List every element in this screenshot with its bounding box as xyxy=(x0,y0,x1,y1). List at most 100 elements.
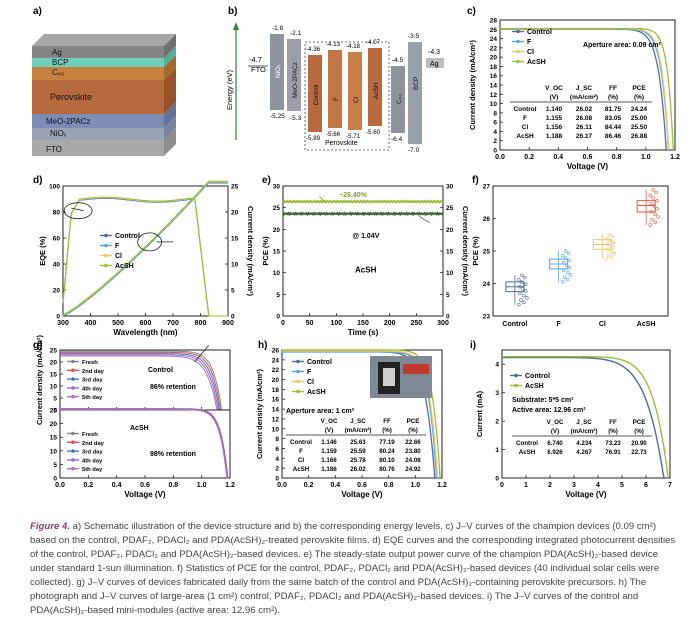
bcp-top: -3.5 xyxy=(408,33,420,40)
data-point xyxy=(609,249,614,254)
y2-tick-label: 10 xyxy=(231,262,239,269)
legend-entry: AcSH xyxy=(307,389,326,396)
table-unit: (%) xyxy=(408,427,418,434)
y-axis-label: PCE (%) xyxy=(261,236,270,266)
x-tick-label: 150 xyxy=(357,320,369,327)
y-tick-label: 15 xyxy=(273,249,281,256)
data-point xyxy=(520,280,524,284)
x-tick-label: 0.0 xyxy=(277,482,287,489)
panel-label: a) xyxy=(33,6,42,17)
y-tick-label: 20 xyxy=(490,55,498,62)
jv-curve-acsh xyxy=(500,27,674,151)
table-cell: 73.23 xyxy=(605,440,621,447)
table-cell: 4.267 xyxy=(576,449,592,456)
data-point xyxy=(653,220,657,225)
data-point xyxy=(520,273,524,278)
panel-label: e) xyxy=(262,175,271,186)
table-cell: 1.155 xyxy=(546,115,563,122)
plot-frame xyxy=(282,185,444,317)
data-point xyxy=(565,277,570,282)
y-tick-label: 25 xyxy=(50,408,58,415)
arrow-control-icon xyxy=(194,344,210,363)
table-cell: Control xyxy=(513,106,536,113)
panel-label: g) xyxy=(33,340,42,351)
legend-marker xyxy=(516,39,520,44)
substrate-annotation: Substrate: 5*5 cm² xyxy=(512,397,574,404)
photo-device-active xyxy=(383,368,395,386)
perovskite-bar xyxy=(348,52,362,130)
data-point xyxy=(607,238,612,243)
perovskite-bar xyxy=(308,55,322,132)
category-label: Control xyxy=(502,321,527,328)
data-point xyxy=(560,254,565,258)
panel-label: c) xyxy=(467,6,476,17)
table-cell: 26.02 xyxy=(576,106,593,113)
y-tick-label: 0 xyxy=(276,314,280,321)
table-unit: (%) xyxy=(634,94,644,101)
data-point xyxy=(607,233,612,237)
bias-annotation: @ 1.04V xyxy=(352,233,379,240)
category-label: Cl xyxy=(599,321,606,328)
x-tick-label: 6 xyxy=(644,482,648,489)
jv-control-day-5 xyxy=(60,355,218,411)
legend-marker xyxy=(71,458,75,462)
table-cell: 25.00 xyxy=(631,115,648,122)
legend-marker xyxy=(516,29,520,34)
panel-a: a) Ag BCP C₆₀ xyxy=(32,6,176,156)
legend-marker xyxy=(514,373,518,378)
legend-entry: 2nd day xyxy=(82,369,105,375)
table-cell: 26.11 xyxy=(576,124,592,131)
y-tick-label: 5 xyxy=(53,462,57,469)
perovskite-bars: -4.36 -5.89 Control -4.13 -5.66 F -4.18 -5.71 Cl… xyxy=(306,39,382,142)
table-cell: AcSH xyxy=(293,466,310,473)
perovskite-group xyxy=(304,41,390,151)
y-tick-label: 10 xyxy=(50,384,58,391)
data-point xyxy=(518,291,522,296)
panel-h: h)0.0 0.2 0.4 0.6 0.8 1.0 1.202468101214161820… xyxy=(255,340,447,499)
y-tick-label: 0 xyxy=(495,476,499,483)
x-tick-label: 0.6 xyxy=(357,482,367,489)
ag-bar xyxy=(426,58,444,68)
y-tick-label: 26 xyxy=(483,216,491,223)
y-tick-label: 20 xyxy=(50,360,58,367)
data-point xyxy=(655,199,659,203)
table-cell: 23.80 xyxy=(405,448,421,455)
table-header: V_OC xyxy=(321,418,338,425)
table-header: FF xyxy=(609,419,617,426)
data-point xyxy=(567,265,572,270)
x-tick-label: 0 xyxy=(281,320,285,327)
data-point xyxy=(568,273,573,277)
ag-label: Ag xyxy=(430,61,439,68)
integrated-jsc-control xyxy=(62,182,228,317)
table-unit: (V) xyxy=(325,427,333,434)
data-point xyxy=(649,201,653,206)
table-cell: 25.78 xyxy=(350,457,366,464)
x-tick-label: 100 xyxy=(330,320,342,327)
x-tick-label: 300 xyxy=(437,320,449,327)
data-point xyxy=(561,268,566,272)
legend-marker xyxy=(104,233,108,238)
plot-frame xyxy=(501,349,671,479)
y-tick-label: 14 xyxy=(272,407,280,414)
y-tick-label: 5 xyxy=(53,396,57,403)
device-stack: Ag BCP C₆₀ Perovskite MeO-2PACz NiOₓ FTO xyxy=(32,34,176,156)
y-tick-label: 24 xyxy=(490,36,498,43)
table-header: PCE xyxy=(632,85,646,92)
y2-tick-label: 30 xyxy=(446,184,454,191)
data-point xyxy=(612,251,617,256)
acsh-retention: 98% retention xyxy=(150,451,196,458)
data-point xyxy=(564,263,569,267)
table-cell: 22.73 xyxy=(631,449,647,456)
y-tick-label: 15 xyxy=(50,372,58,379)
table-header: V_OC xyxy=(547,419,564,426)
y-tick-label: 25 xyxy=(50,348,58,355)
x-tick-label: 1.0 xyxy=(197,482,207,489)
meo-name: MeO-2PACz xyxy=(292,62,299,98)
legend-marker xyxy=(514,383,518,388)
y-tick-label: 100 xyxy=(49,184,60,191)
table-unit: (%) xyxy=(608,94,618,101)
table-cell: 26.17 xyxy=(576,133,593,140)
table-header: FF xyxy=(383,418,391,425)
layer-label-bcp: BCP xyxy=(52,58,68,67)
